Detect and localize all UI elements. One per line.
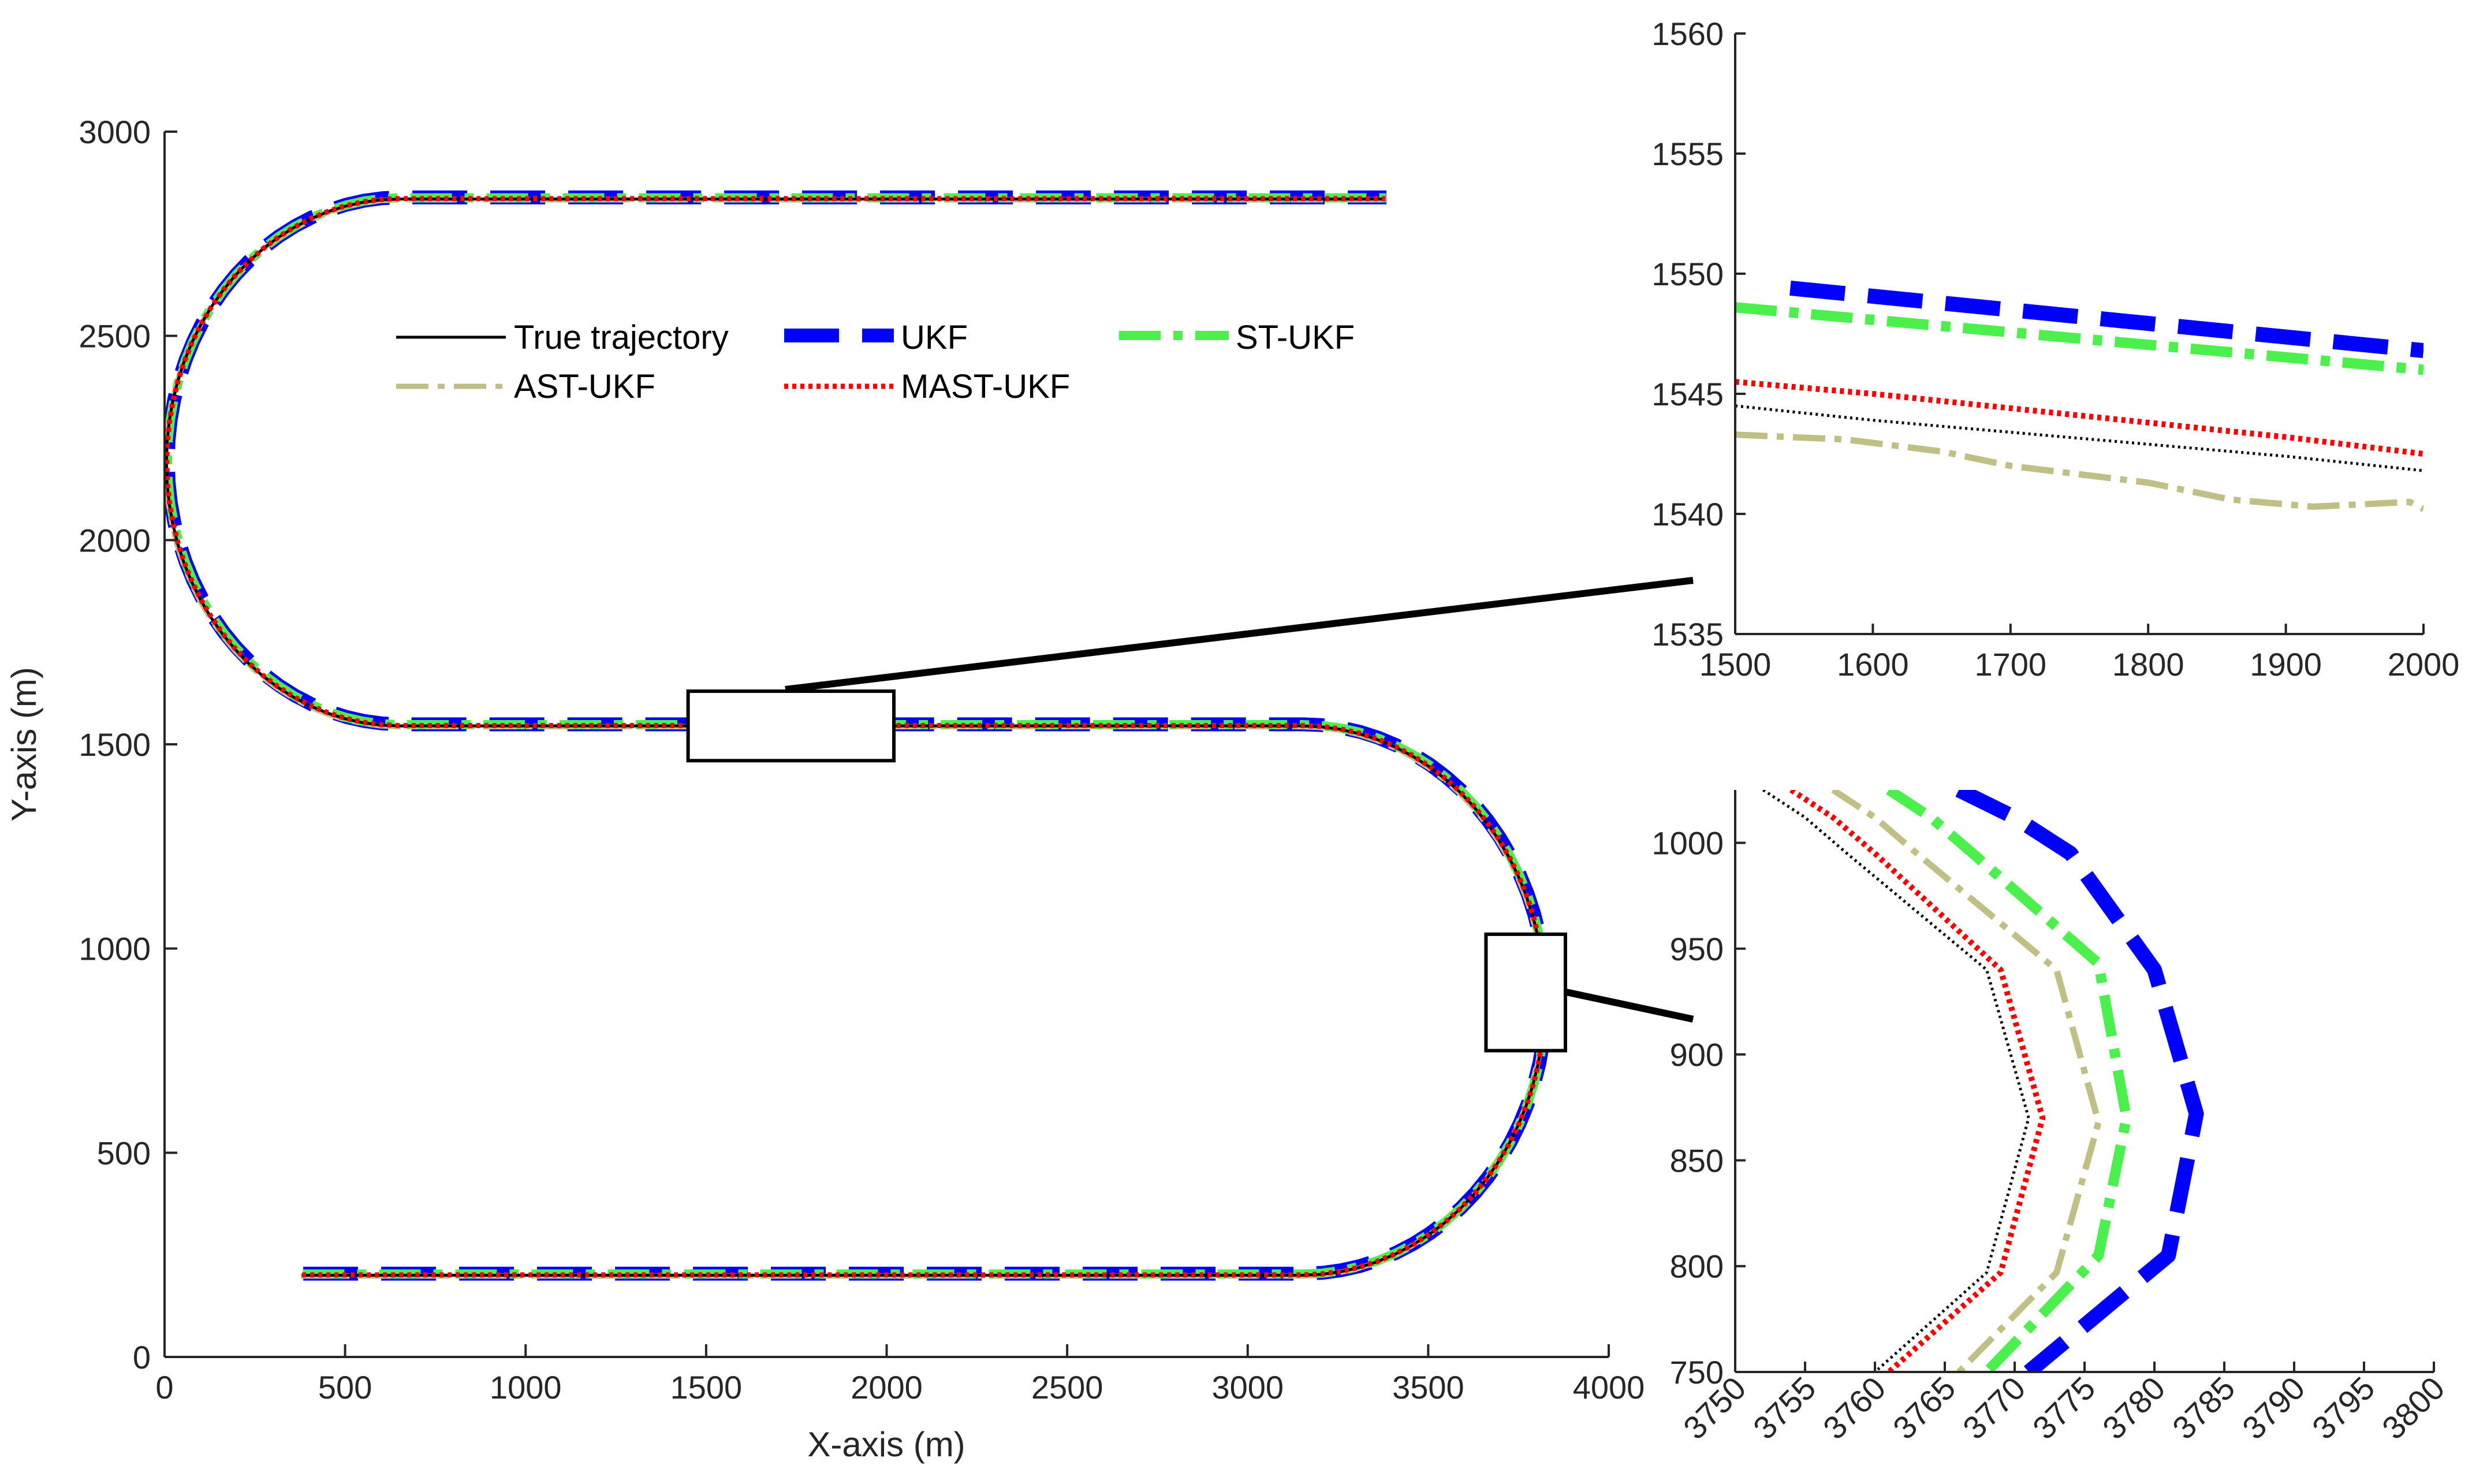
zoom-arrow-bottom <box>1565 989 1694 1023</box>
inset-top-x-ticks: 1500 1600 1700 1800 1900 2000 <box>1699 624 2460 683</box>
inset-bottom-x-tick-label: 3755 <box>1746 1370 1823 1446</box>
legend-item-ukf: UKF <box>784 319 968 356</box>
inset-bottom-series-st-ukf <box>1886 790 2132 1372</box>
inset-bottom-x-tick-label: 3790 <box>2235 1370 2312 1446</box>
inset-top-y-tick-label: 1540 <box>1651 496 1724 532</box>
inset-bottom-series-ast-ukf <box>1831 790 2102 1372</box>
main-y-tick-label: 1500 <box>79 726 151 763</box>
inset-top-x-tick-label: 1800 <box>2112 646 2184 683</box>
legend-label-ukf: UKF <box>901 319 968 356</box>
inset-bottom-y-tick-label: 1000 <box>1651 825 1724 862</box>
inset-top-y-tick-label: 1550 <box>1651 256 1724 292</box>
inset-bottom-series-true-trajectory <box>1762 790 2030 1372</box>
inset-top-series-ast-ukf <box>1735 431 2423 512</box>
inset-top-axes: 1500 1600 1700 1800 1900 2000 1535 1540 1545 155… <box>1651 16 2459 683</box>
legend-item-true-trajectory: True trajectory <box>396 319 729 356</box>
main-x-axis-label: X-axis (m) <box>807 1425 965 1464</box>
inset-bottom-x-tick-label: 3765 <box>1886 1370 1963 1446</box>
main-x-tick-label: 0 <box>155 1369 173 1405</box>
main-y-tick-label: 1000 <box>79 931 151 967</box>
inset-top-y-tick-label: 1560 <box>1651 16 1724 52</box>
inset-bottom-y-tick-label: 900 <box>1670 1036 1724 1073</box>
main-y-axis-label: Y-axis (m) <box>5 667 43 822</box>
zoom-top-box <box>686 689 896 763</box>
zoom-bottom-box <box>1484 932 1567 1053</box>
main-y-tick-label: 3000 <box>79 114 151 150</box>
legend-label-true-trajectory: True trajectory <box>514 319 729 356</box>
inset-bottom-y-tick-label: 750 <box>1670 1354 1724 1390</box>
inset-bottom-x-tick-label: 3775 <box>2026 1370 2102 1446</box>
inset-top-y-tick-label: 1535 <box>1651 616 1724 652</box>
zoom-boxes <box>686 689 1567 1053</box>
main-axes: 0 500 1000 1500 2000 2500 3000 3500 4000 0 500 100… <box>5 114 1645 1464</box>
inset-bottom-axes: 3750375537603765377037753780378537903795… <box>1651 790 2451 1446</box>
main-x-tick-label: 3500 <box>1392 1369 1464 1405</box>
inset-bottom-x-tick-label: 3760 <box>1816 1370 1893 1446</box>
legend-item-ast-ukf: AST-UKF <box>396 368 655 405</box>
main-x-tick-label: 1500 <box>670 1369 743 1405</box>
main-y-tick-label: 500 <box>97 1135 151 1171</box>
inset-top-plot-area <box>1735 281 2423 512</box>
inset-bottom-series-mast-ukf <box>1789 790 2046 1372</box>
inset-top-x-tick-label: 2000 <box>2388 646 2460 683</box>
inset-top-x-tick-label: 1700 <box>1975 646 2047 683</box>
inset-top-series-ukf <box>1789 281 2423 359</box>
legend-label-ast-ukf: AST-UKF <box>514 368 655 405</box>
legend: True trajectory UKF ST-UKF AST-UKF MAST-… <box>396 319 1355 405</box>
legend-item-st-ukf: ST-UKF <box>1119 319 1355 356</box>
main-y-tick-label: 0 <box>133 1339 151 1375</box>
inset-bottom-x-ticks: 3750375537603765377037753780378537903795… <box>1676 1362 2452 1446</box>
inset-bottom-y-ticks: 750 800 850 900 950 1000 <box>1651 825 1746 1390</box>
inset-top-x-tick-label: 1600 <box>1837 646 1909 683</box>
legend-item-mast-ukf: MAST-UKF <box>784 368 1070 405</box>
legend-label-mast-ukf: MAST-UKF <box>901 368 1070 405</box>
inset-top-y-tick-label: 1555 <box>1651 136 1724 172</box>
inset-top-x-tick-label: 1900 <box>2250 646 2322 683</box>
inset-top-series-mast-ukf <box>1735 379 2423 457</box>
main-y-ticks: 0 500 1000 1500 2000 2500 3000 <box>79 114 177 1375</box>
main-x-tick-label: 3000 <box>1211 1369 1284 1405</box>
main-x-tick-label: 500 <box>318 1369 372 1405</box>
inset-bottom-x-tick-label: 3795 <box>2305 1370 2382 1446</box>
inset-top-y-ticks: 1535 1540 1545 1550 1555 1560 <box>1651 16 1746 652</box>
legend-label-st-ukf: ST-UKF <box>1236 319 1355 356</box>
inset-bottom-y-tick-label: 850 <box>1670 1142 1724 1179</box>
main-y-tick-label: 2500 <box>79 318 151 355</box>
main-y-tick-label: 2000 <box>79 522 151 558</box>
inset-bottom-x-tick-label: 3780 <box>2096 1370 2172 1446</box>
inset-bottom-plot-area <box>1762 790 2204 1372</box>
inset-bottom-x-tick-label: 3800 <box>2375 1370 2452 1446</box>
main-x-ticks: 0 500 1000 1500 2000 2500 3000 3500 4000 <box>155 1344 1645 1405</box>
inset-top-series-st-ukf <box>1735 302 2423 375</box>
inset-top-y-tick-label: 1545 <box>1651 376 1724 412</box>
inset-bottom-y-tick-label: 800 <box>1670 1248 1724 1285</box>
inset-bottom-series-ukf <box>1955 790 2204 1372</box>
inset-bottom-x-tick-label: 3770 <box>1956 1370 2033 1446</box>
zoom-arrow-top <box>785 577 1694 693</box>
main-x-tick-label: 2500 <box>1031 1369 1103 1405</box>
main-x-tick-label: 2000 <box>851 1369 923 1405</box>
main-x-tick-label: 4000 <box>1573 1369 1645 1405</box>
inset-bottom-y-tick-label: 950 <box>1670 931 1724 967</box>
main-x-tick-label: 1000 <box>490 1369 562 1405</box>
inset-top-x-tick-label: 1500 <box>1699 646 1772 683</box>
inset-bottom-x-tick-label: 3785 <box>2165 1370 2242 1446</box>
